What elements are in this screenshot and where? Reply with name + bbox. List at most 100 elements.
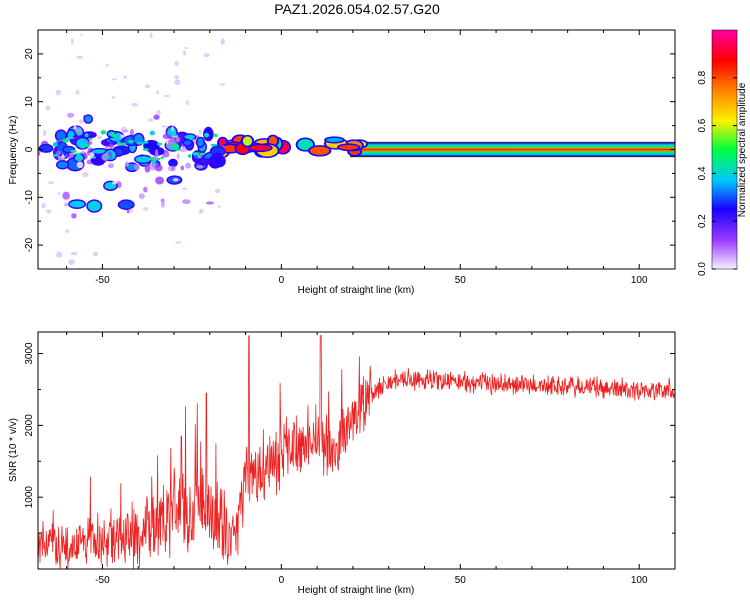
spectral-peak bbox=[110, 132, 116, 138]
spectral-blob bbox=[56, 150, 62, 156]
spectral-blob bbox=[124, 161, 130, 167]
spectral-blob bbox=[205, 201, 215, 205]
spectral-blob bbox=[181, 199, 191, 205]
spectral-speck bbox=[172, 178, 179, 182]
spectral-blob bbox=[196, 165, 204, 169]
spectral-peak bbox=[188, 154, 192, 159]
spectral-speck bbox=[185, 100, 189, 106]
spectral-blob bbox=[56, 130, 66, 141]
spectral-speck bbox=[97, 135, 102, 140]
colorbar-ticks: 0.0 0.2 0.4 0.6 0.8 bbox=[697, 70, 737, 276]
spectral-speck bbox=[111, 96, 115, 99]
spectral-speck bbox=[76, 161, 84, 169]
spectral-blob bbox=[163, 152, 170, 158]
spectral-blob bbox=[180, 165, 185, 171]
spectral-blob bbox=[160, 200, 165, 208]
snr-series-line bbox=[38, 335, 675, 569]
spectral-blob bbox=[250, 145, 271, 151]
spectral-peak bbox=[210, 143, 218, 147]
snr-x-tick-label: 0 bbox=[279, 575, 285, 586]
snr-y-axis: 1000 2000 3000 bbox=[24, 342, 675, 534]
spectral-speck bbox=[57, 192, 61, 195]
spectral-peak bbox=[92, 156, 96, 159]
spectral-blob bbox=[185, 162, 191, 169]
spectral-peak bbox=[62, 138, 70, 143]
spectral-peak bbox=[76, 131, 82, 135]
spectral-blob bbox=[199, 159, 211, 164]
colorbar-tick-label: 0.8 bbox=[697, 70, 708, 84]
spectral-peak bbox=[88, 137, 93, 141]
spectral-blob bbox=[87, 200, 101, 212]
spectral-blob bbox=[144, 163, 151, 173]
spectral-speck bbox=[156, 90, 160, 95]
spectral-blob bbox=[179, 148, 188, 153]
spectral-speck bbox=[82, 171, 89, 178]
spectral-peak bbox=[204, 132, 210, 138]
colorbar-label: Normalized spectral amplitude bbox=[737, 82, 748, 217]
spectral-blob bbox=[69, 200, 85, 208]
spectral-speck bbox=[149, 32, 153, 39]
spectral-speck bbox=[166, 139, 169, 145]
spectral-speck bbox=[175, 241, 182, 244]
spectral-speck bbox=[131, 103, 139, 107]
spectral-speck bbox=[80, 33, 83, 37]
spectrogram-y-tick-label: -10 bbox=[24, 190, 35, 205]
spectral-speck bbox=[123, 75, 128, 79]
spectrogram-x-tick-label: 0 bbox=[279, 275, 285, 286]
spectral-speck bbox=[130, 208, 133, 213]
spectral-blob bbox=[154, 149, 159, 158]
snr-y-tick-label: 3000 bbox=[24, 342, 35, 365]
spectral-blob bbox=[183, 140, 192, 146]
colorbar-tick-label: 0.4 bbox=[697, 166, 708, 180]
spectrogram-x-tick-label: 100 bbox=[631, 275, 648, 286]
spectral-peak bbox=[105, 154, 110, 159]
spectral-peak bbox=[52, 153, 59, 157]
spectral-speck bbox=[174, 60, 179, 67]
snr-frame bbox=[37, 331, 676, 570]
colorbar-tick-label: 0.6 bbox=[697, 118, 708, 132]
spectral-speck bbox=[171, 126, 174, 132]
snr-y-label: SNR (10 * v/v) bbox=[8, 418, 19, 482]
spectral-blob bbox=[326, 137, 343, 143]
spectral-speck bbox=[55, 89, 62, 96]
spectral-blob bbox=[119, 200, 134, 209]
spectral-blob bbox=[309, 146, 330, 156]
spectral-speck bbox=[45, 105, 51, 111]
spectral-blob bbox=[126, 209, 130, 214]
spectral-speck bbox=[217, 204, 221, 208]
spectral-blob bbox=[62, 191, 70, 200]
spectral-peak bbox=[76, 152, 81, 156]
spectrogram-plot-area bbox=[38, 32, 675, 265]
spectral-blob bbox=[242, 136, 253, 146]
spectral-speck bbox=[65, 229, 69, 234]
spectral-speck bbox=[214, 188, 221, 194]
spectral-speck bbox=[76, 55, 83, 59]
spectral-blob bbox=[339, 144, 359, 150]
spectral-blob bbox=[221, 145, 239, 153]
spectrogram-y-axis: -20 -10 0 10 20 bbox=[24, 29, 675, 270]
spectral-blob bbox=[197, 138, 204, 147]
spectral-blob bbox=[108, 143, 114, 149]
spectral-speck bbox=[78, 119, 84, 124]
spectral-speck bbox=[61, 154, 65, 159]
spectral-speck bbox=[105, 63, 109, 67]
colorbar-tick-label: 0.2 bbox=[697, 214, 708, 228]
spectral-peak bbox=[127, 139, 135, 144]
spectral-blob bbox=[107, 163, 115, 169]
spectral-blob bbox=[74, 154, 84, 162]
spectral-peak bbox=[120, 142, 127, 146]
spectral-speck bbox=[163, 94, 170, 98]
spectral-speck bbox=[156, 110, 161, 115]
spectral-speck bbox=[48, 181, 54, 185]
spectral-blob bbox=[135, 156, 151, 163]
spectrogram-x-label: Height of straight line (km) bbox=[298, 285, 415, 296]
snr-x-tick-label: 100 bbox=[631, 575, 648, 586]
spectral-peak bbox=[136, 141, 144, 145]
spectral-speck bbox=[174, 79, 181, 86]
snr-y-tick-label: 2000 bbox=[24, 414, 35, 437]
spectral-speck bbox=[184, 46, 188, 50]
colorbar bbox=[711, 29, 738, 270]
colorbar-tick-label: 0.0 bbox=[697, 262, 708, 276]
spectral-blob bbox=[66, 112, 75, 118]
spectral-blob bbox=[40, 145, 52, 152]
